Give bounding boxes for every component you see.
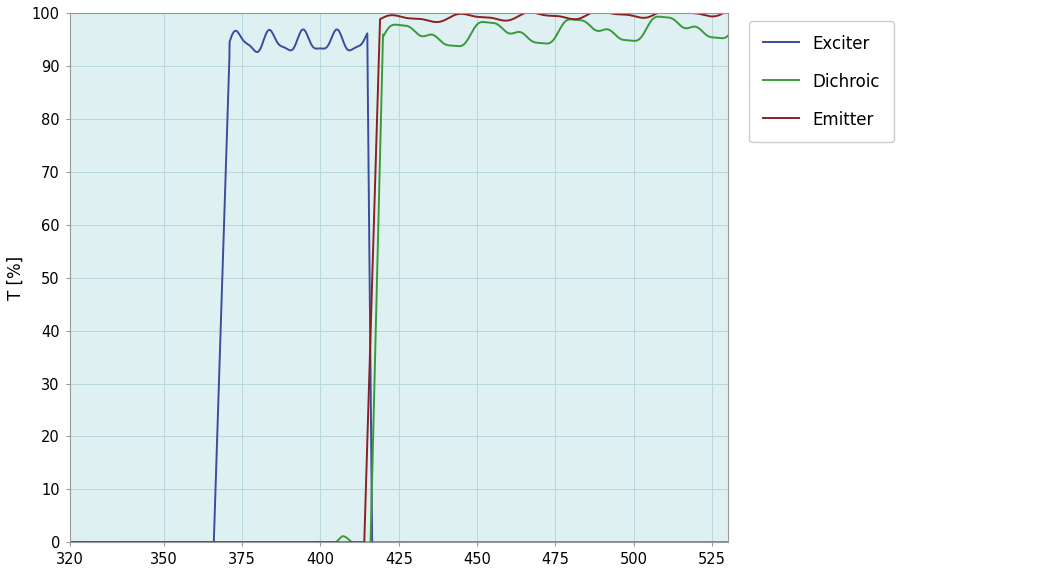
Emitter — [519, 10, 532, 17]
Emitter — [312, 539, 324, 546]
Dichroic — [722, 32, 735, 39]
Exciter — [312, 45, 324, 52]
Legend: Exciter, Dichroic, Emitter: Exciter, Dichroic, Emitter — [749, 21, 893, 142]
Exciter — [358, 36, 371, 42]
Dichroic — [652, 13, 665, 20]
Exciter — [63, 539, 76, 546]
Dichroic — [220, 539, 233, 546]
Emitter — [63, 539, 76, 546]
Emitter — [358, 529, 371, 536]
Emitter — [722, 10, 735, 17]
Exciter — [220, 161, 233, 168]
Dichroic — [63, 539, 76, 546]
Emitter — [216, 539, 228, 546]
Dichroic — [358, 539, 371, 546]
Line: Dichroic: Dichroic — [70, 17, 728, 542]
Line: Exciter: Exciter — [70, 29, 728, 542]
Dichroic — [223, 539, 236, 546]
Emitter — [223, 539, 236, 546]
Dichroic — [216, 539, 228, 546]
Exciter — [297, 26, 310, 33]
Exciter — [717, 539, 729, 546]
Line: Emitter: Emitter — [70, 13, 728, 542]
Exciter — [223, 55, 236, 62]
Dichroic — [717, 35, 729, 42]
Emitter — [220, 539, 233, 546]
Y-axis label: T [%]: T [%] — [7, 255, 25, 300]
Exciter — [722, 539, 735, 546]
Dichroic — [312, 538, 324, 545]
Exciter — [216, 270, 228, 277]
Emitter — [717, 10, 729, 17]
